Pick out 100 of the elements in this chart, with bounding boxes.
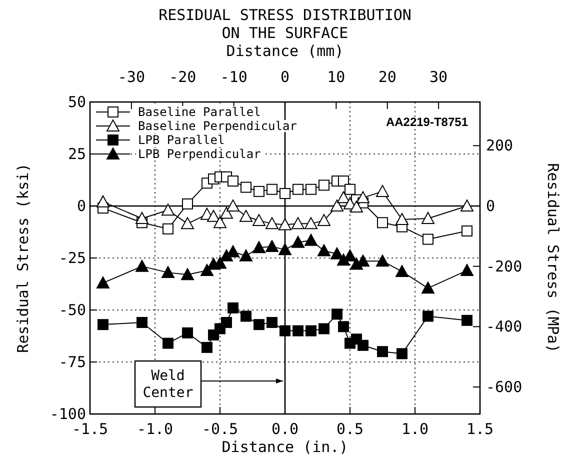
point [304,217,318,230]
point [266,217,278,230]
point [220,206,233,219]
y-tick-label: 0 [76,197,86,215]
point [202,342,212,353]
legend-label: LPB Parallel [138,133,225,147]
y2-tick-label: 200 [486,136,514,155]
point [96,195,110,208]
point [460,200,474,212]
point [292,325,304,336]
x-tick-label: 0.0 [271,420,299,438]
point [350,200,363,213]
point [136,260,148,272]
point [304,234,318,246]
annotation: AA2219-T8751 [386,115,468,129]
point [228,302,238,314]
point [221,316,232,328]
point [396,213,408,226]
point [396,265,408,278]
x-tick-label: 0.5 [336,420,364,438]
point [356,191,370,204]
point [278,243,292,256]
point [252,214,266,226]
point [462,225,472,236]
point [330,247,344,260]
x2-axis-title: Distance (mm) [226,42,344,60]
point [344,184,356,195]
point [240,182,252,193]
x-tick-label: -1.5 [72,420,108,438]
point [306,184,316,195]
y2-tick-label: -200 [486,257,522,276]
point [181,217,194,230]
point [266,240,278,252]
legend-label: Baseline Parallel [138,105,261,119]
point [292,236,304,248]
y-tick-label: -50 [58,301,86,319]
point [252,241,266,254]
y2-tick-label: 0 [486,196,496,215]
y2-tick-label: -400 [486,318,522,336]
point [266,184,278,195]
y-tick-label: -25 [58,249,86,267]
point [162,338,174,349]
point [240,249,252,262]
point [162,266,174,278]
point [358,340,368,351]
point [254,186,264,197]
x2-tick-label: 10 [327,68,346,86]
point [318,214,330,226]
legend-label: Baseline Perpendicular [138,119,297,133]
point [162,223,174,234]
point [136,212,148,224]
point [338,176,349,187]
point [396,348,408,360]
y-tick-label: -75 [58,353,86,371]
point [292,184,304,195]
chart-title: RESIDUAL STRESS DISTRIBUTION ON THE SURFACE [158,6,412,42]
x2-tick-label: -20 [169,68,196,86]
y2-tick-label: -600 [486,378,522,396]
x2-tick-label: -10 [220,68,248,86]
annotation: Weld Center [142,368,194,401]
y-tick-label: 25 [68,145,86,163]
point [280,188,290,200]
legend-label: LPB Perpendicular [138,147,261,161]
x2-tick-label: 30 [430,68,448,86]
point [214,216,226,228]
x2-tick-label: -30 [118,68,146,86]
point [240,310,252,322]
x-axis-title: Distance (in.) [222,438,348,456]
point [462,314,472,326]
point [266,316,278,328]
point [207,210,220,222]
x2-tick-label: 0 [280,68,290,86]
point [240,210,252,222]
y-tick-label: -100 [50,405,86,423]
x-tick-label: 1.0 [401,420,429,438]
point [181,268,194,280]
point [98,319,108,330]
y-tick-label: 50 [68,93,86,111]
point [136,316,148,328]
point [318,244,330,256]
point [330,200,344,212]
point [200,264,214,276]
point [306,325,316,336]
x2-tick-label: 20 [378,68,396,86]
point [422,282,434,294]
point [460,264,474,276]
point [280,325,290,336]
x-tick-label: -0.5 [202,420,238,438]
point [377,346,388,358]
point [377,217,388,228]
point [376,254,389,267]
point [278,218,292,230]
point [422,234,434,245]
point [332,308,342,320]
point [318,180,330,191]
x-tick-label: -1.0 [136,420,174,438]
point [318,323,330,334]
point [182,198,193,210]
x-tick-label: 1.5 [466,420,494,438]
point [422,212,434,224]
